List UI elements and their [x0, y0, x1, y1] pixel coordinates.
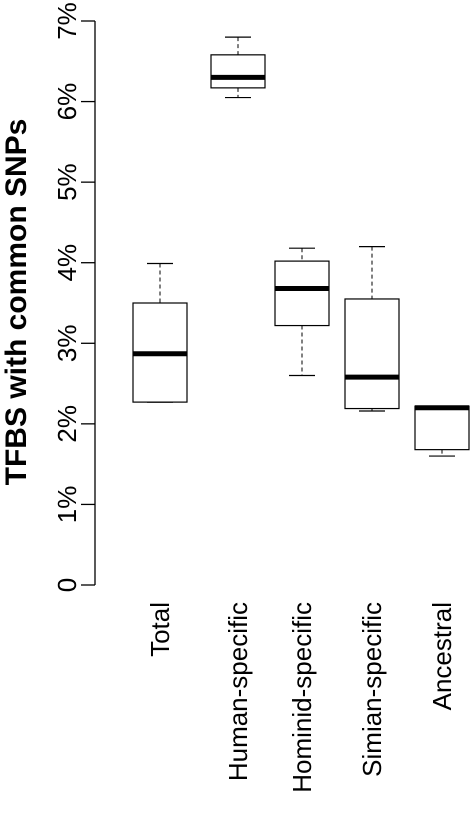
box-simian-specific — [344, 246, 400, 412]
y-tick-label: 4% — [52, 244, 82, 282]
box-ancestral — [414, 405, 470, 457]
box-rect — [210, 54, 266, 89]
y-axis-label: TFBS with common SNPs — [0, 119, 33, 486]
boxes — [132, 36, 470, 457]
x-tick-label: Hominid-specific — [287, 602, 317, 793]
x-tick-label: Human-specific — [223, 602, 253, 781]
y-tick-label: 5% — [52, 163, 82, 201]
y-axis: 0 1% 2% 3% 4% 5% 6% 7% — [52, 2, 96, 592]
box-rect — [344, 298, 400, 410]
x-tick-label: Total — [145, 602, 175, 657]
box-hominid-specific — [274, 247, 330, 377]
y-tick-label: 0 — [52, 578, 82, 592]
y-tick-label: 2% — [52, 405, 82, 443]
category-labels: Total Human-specific Hominid-specific Simia… — [145, 602, 457, 793]
y-tick-label: 1% — [52, 486, 82, 524]
x-tick-label: Simian-specific — [357, 602, 387, 777]
box-total — [132, 262, 188, 403]
x-tick-label: Ancestral — [427, 602, 457, 710]
box-rect — [274, 260, 330, 327]
box-human-specific — [210, 36, 266, 99]
y-tick-label: 6% — [52, 83, 82, 121]
box-rect — [414, 405, 470, 451]
y-tick-label: 3% — [52, 324, 82, 362]
y-tick-label: 7% — [52, 2, 82, 40]
